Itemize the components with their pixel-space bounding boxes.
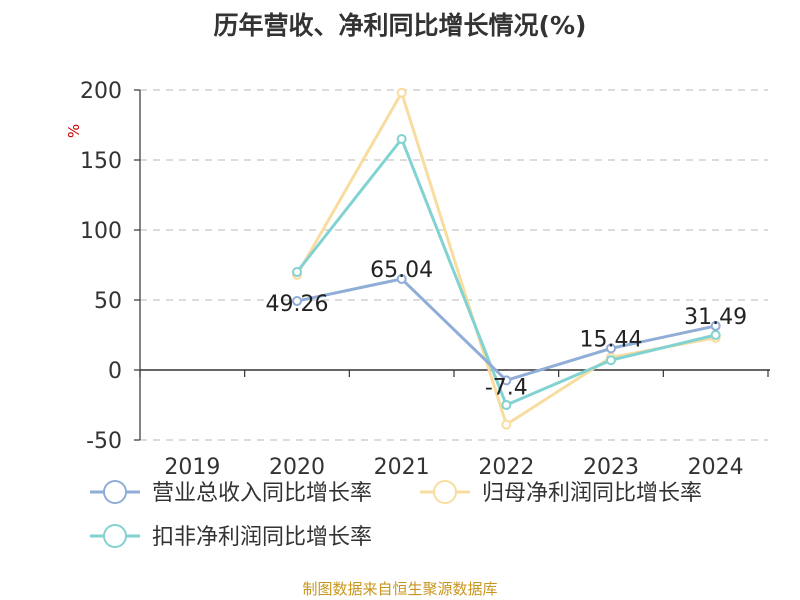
data-point: [501, 400, 512, 410]
x-tick-label: 2023: [583, 455, 639, 480]
legend-item[interactable]: 归母净利润同比增长率: [420, 480, 702, 506]
series-lines: [292, 87, 721, 430]
y-tick-label: 200: [80, 79, 122, 104]
x-tick-label: 2021: [374, 455, 430, 480]
legend-label: 营业总收入同比增长率: [152, 481, 372, 506]
y-tick-label: 50: [94, 289, 122, 314]
data-label: 65.04: [370, 258, 433, 283]
axes: [139, 90, 770, 440]
data-point: [710, 320, 721, 331]
data-point: [292, 296, 302, 307]
data-label: -7.4: [485, 375, 528, 400]
data-point: [292, 267, 302, 277]
legend-marker: [433, 480, 457, 504]
y-axis-label: %: [65, 124, 83, 138]
data-labels: 49.26 65.04 -7.4 15.44 31.49: [266, 258, 748, 400]
legend-label: 归母净利润同比增长率: [482, 481, 702, 506]
x-tick-label: 2019: [164, 455, 220, 480]
data-label: 31.49: [684, 305, 747, 330]
legend-item[interactable]: 扣非净利润同比增长率: [90, 524, 372, 550]
data-point: [396, 87, 407, 98]
data-point: [710, 330, 721, 340]
y-tick-labels: -50 0 50 100 150 200: [80, 79, 122, 454]
y-tick-label: 100: [80, 219, 122, 244]
data-label: 49.26: [266, 292, 329, 317]
y-tick-label: 0: [108, 359, 122, 384]
x-tick-label: 2022: [478, 455, 534, 480]
data-point: [606, 355, 616, 366]
data-point: [396, 273, 407, 284]
data-point: [501, 375, 512, 386]
legend-item[interactable]: 营业总收入同比增长率: [90, 480, 372, 506]
x-tick-label: 2020: [269, 455, 325, 480]
legend-marker: [103, 480, 127, 504]
source-note: 制图数据来自恒生聚源数据库: [302, 580, 498, 598]
series-line: [295, 137, 717, 407]
x-tick-labels: 2019 2020 2021 2022 2023 2024: [164, 455, 743, 480]
y-tick-label: 150: [80, 149, 122, 174]
data-point: [501, 419, 512, 430]
legend-label: 扣非净利润同比增长率: [152, 525, 372, 550]
grid-lines: [134, 89, 768, 441]
y-tick-label: -50: [86, 429, 122, 454]
chart-title: 历年营收、净利同比增长情况(%): [213, 11, 587, 40]
data-point: [606, 343, 616, 354]
data-point: [396, 134, 407, 144]
x-tick-label: 2024: [688, 455, 744, 480]
data-label: 15.44: [580, 327, 643, 352]
series-line: [296, 277, 716, 382]
legend-marker: [103, 524, 127, 548]
